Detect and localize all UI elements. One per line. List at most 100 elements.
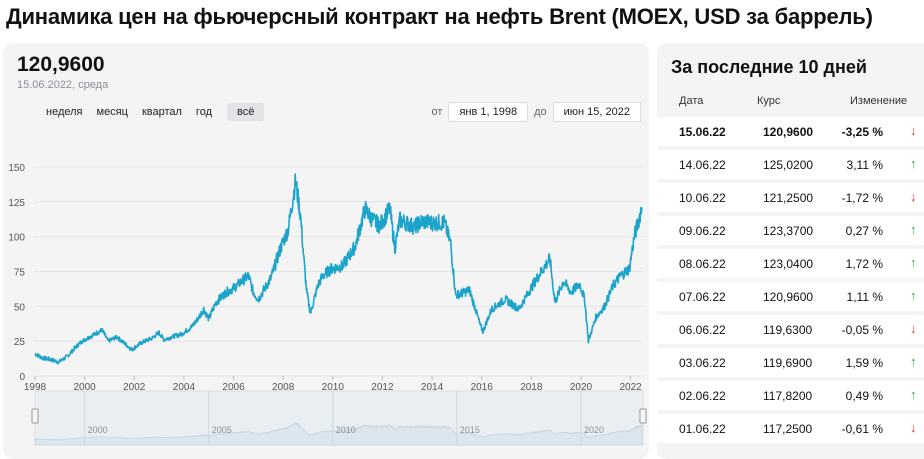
period-year-button[interactable]: год (195, 106, 212, 118)
table-row: 09.06.22 123,3700 0,27 % ↑ (657, 216, 924, 245)
row-price: 123,3700 (763, 224, 814, 238)
row-change: -0,05 % (841, 323, 883, 337)
y-tick-label: 100 (8, 233, 25, 244)
row-date: 14.06.22 (679, 158, 726, 172)
period-week-button[interactable]: неделя (46, 106, 83, 118)
navigator-tick-label: 2000 (88, 425, 108, 435)
row-date: 15.06.22 (679, 125, 726, 139)
x-tick-label: 2010 (322, 382, 345, 393)
row-price: 120,9600 (763, 125, 814, 139)
period-month-button[interactable]: месяц (96, 106, 128, 118)
range-to-input[interactable]: июн 15, 2022 (552, 102, 641, 122)
current-date: 15.06.2022, среда (17, 79, 109, 91)
arrow-down-icon: ↓ (910, 189, 917, 204)
table-row: 10.06.22 121,2500 -1,72 % ↓ (657, 183, 924, 212)
price-chart[interactable]: 0 25 50 75 100 125 150 1998 2000 2002 2004 2006 2008… (3, 43, 649, 459)
x-tick-label: 1998 (24, 382, 47, 393)
row-price: 119,6900 (763, 356, 813, 370)
navigator-left-handle[interactable] (31, 408, 39, 424)
y-tick-label: 50 (14, 302, 26, 313)
table-row: 02.06.22 117,8200 0,49 % ↑ (657, 381, 924, 410)
table-row: 15.06.22 120,9600 -3,25 % ↓ (657, 117, 924, 146)
row-price: 119,6300 (763, 323, 813, 337)
current-value: 120,9600 (17, 53, 105, 76)
page-title: Динамика цен на фьючерсный контракт на н… (6, 4, 873, 29)
row-change: -0,61 % (841, 422, 883, 436)
x-tick-label: 2006 (222, 382, 245, 393)
navigator-tick-label: 2005 (212, 425, 232, 435)
table-title: За последние 10 дней (671, 57, 867, 77)
navigator-right-handle[interactable] (639, 408, 647, 424)
table-row: 06.06.22 119,6300 -0,05 % ↓ (657, 315, 924, 344)
range-from-input[interactable]: янв 1, 1998 (448, 102, 529, 122)
row-change: 1,59 % (845, 356, 883, 370)
table-row: 01.06.22 117,2500 -0,61 % ↓ (657, 414, 924, 443)
header-date: Дата (679, 95, 704, 107)
range-to-label: до (534, 106, 547, 118)
arrow-up-icon: ↑ (910, 387, 917, 402)
arrow-up-icon: ↑ (910, 222, 917, 237)
navigator-tick-label: 2010 (336, 425, 356, 435)
arrow-up-icon: ↑ (910, 156, 917, 171)
x-tick-label: 2002 (123, 382, 146, 393)
row-change: 1,11 % (846, 290, 883, 304)
row-change: 3,11 % (846, 158, 883, 172)
row-date: 06.06.22 (679, 323, 726, 337)
table-row: 07.06.22 120,9600 1,11 % ↑ (657, 282, 924, 311)
x-tick-label: 2014 (421, 382, 444, 393)
row-date: 09.06.22 (679, 224, 726, 238)
y-tick-label: 0 (19, 372, 25, 383)
arrow-up-icon: ↑ (910, 255, 917, 270)
row-price: 120,9600 (763, 290, 814, 304)
arrow-down-icon: ↓ (910, 123, 917, 138)
row-price: 117,8200 (763, 389, 813, 403)
period-all-button[interactable]: всё (227, 103, 265, 121)
row-date: 02.06.22 (679, 389, 726, 403)
y-tick-label: 150 (8, 163, 25, 174)
arrow-down-icon: ↓ (910, 321, 917, 336)
row-date: 01.06.22 (679, 422, 726, 436)
row-price: 123,0400 (763, 257, 814, 271)
row-change: -1,72 % (841, 191, 883, 205)
navigator-series (34, 421, 643, 446)
x-tick-label: 2008 (272, 382, 295, 393)
row-date: 10.06.22 (679, 191, 726, 205)
row-change: 0,27 % (845, 224, 883, 238)
row-change: 1,72 % (845, 257, 883, 271)
x-tick-label: 2022 (619, 382, 642, 393)
x-tick-label: 2020 (570, 382, 593, 393)
x-tick-label: 2018 (520, 382, 543, 393)
table-header: Дата Курс Изменение (657, 95, 924, 115)
period-selector: неделя месяц квартал год всё (39, 103, 265, 121)
y-tick-label: 125 (8, 198, 25, 209)
x-tick-label: 2000 (74, 382, 97, 393)
table-row: 14.06.22 125,0200 3,11 % ↑ (657, 150, 924, 179)
row-change: -3,25 % (841, 125, 883, 139)
x-tick-label: 2004 (173, 382, 196, 393)
arrow-up-icon: ↑ (910, 354, 917, 369)
row-date: 07.06.22 (679, 290, 726, 304)
y-tick-label: 25 (14, 337, 26, 348)
table-row: 08.06.22 123,0400 1,72 % ↑ (657, 249, 924, 278)
period-quarter-button[interactable]: квартал (141, 106, 182, 118)
date-range: от янв 1, 1998 до июн 15, 2022 (426, 102, 641, 122)
price-line (34, 173, 643, 365)
arrow-down-icon: ↓ (910, 420, 917, 435)
navigator-tick-label: 2015 (460, 425, 480, 435)
table-row: 03.06.22 119,6900 1,59 % ↑ (657, 348, 924, 377)
range-from-label: от (431, 106, 443, 118)
row-change: 0,49 % (845, 389, 883, 403)
row-price: 117,2500 (763, 422, 813, 436)
x-tick-label: 2012 (371, 382, 394, 393)
header-price: Курс (757, 95, 781, 107)
navigator-tick-label: 2020 (584, 425, 604, 435)
row-price: 125,0200 (763, 158, 814, 172)
last-10-days-panel: За последние 10 дней Дата Курс Изменение… (657, 43, 924, 459)
x-tick-label: 2016 (471, 382, 494, 393)
row-price: 121,2500 (763, 191, 814, 205)
header-change: Изменение (850, 95, 908, 107)
y-tick-label: 75 (14, 267, 26, 278)
chart-card: 120,9600 15.06.2022, среда неделя месяц … (3, 43, 649, 459)
row-date: 03.06.22 (679, 356, 726, 370)
row-date: 08.06.22 (679, 257, 726, 271)
